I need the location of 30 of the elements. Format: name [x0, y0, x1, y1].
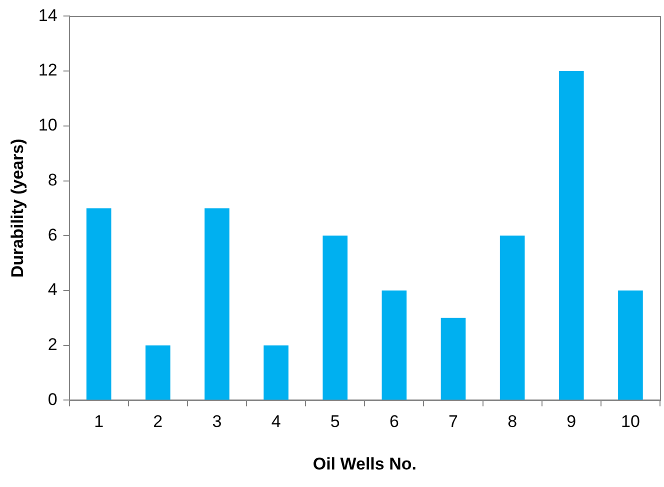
bar [382, 290, 407, 400]
bar [264, 345, 288, 400]
y-tick-label: 14 [38, 6, 58, 25]
bar [86, 208, 112, 400]
bar [558, 71, 584, 400]
y-tick-label: 12 [38, 60, 58, 80]
y-tick-label: 10 [38, 116, 58, 135]
bar [618, 290, 643, 400]
x-tick-label: 8 [508, 412, 518, 432]
y-tick-label: 4 [48, 280, 58, 300]
bar [204, 208, 230, 400]
x-tick-label: 7 [448, 412, 458, 432]
x-tick-label: 5 [330, 412, 340, 432]
y-tick-label: 8 [48, 170, 58, 190]
x-tick-label: 4 [271, 412, 281, 432]
x-tick-label: 9 [566, 412, 576, 432]
y-tick-label: 2 [48, 335, 58, 354]
x-tick-label: 3 [212, 412, 222, 432]
bar [440, 318, 466, 400]
x-tick-label: 1 [94, 412, 104, 432]
x-tick-label: 10 [621, 412, 640, 432]
bar [322, 236, 348, 400]
y-tick-label: 6 [48, 225, 58, 244]
x-tick-label: 2 [153, 412, 163, 432]
x-tick-label: 6 [389, 412, 399, 432]
bar [500, 236, 525, 400]
x-axis-title: Oil Wells No. [312, 454, 416, 474]
bar [146, 345, 170, 400]
y-axis-title: Durability (years) [8, 138, 27, 278]
y-tick-label: 0 [48, 390, 58, 409]
